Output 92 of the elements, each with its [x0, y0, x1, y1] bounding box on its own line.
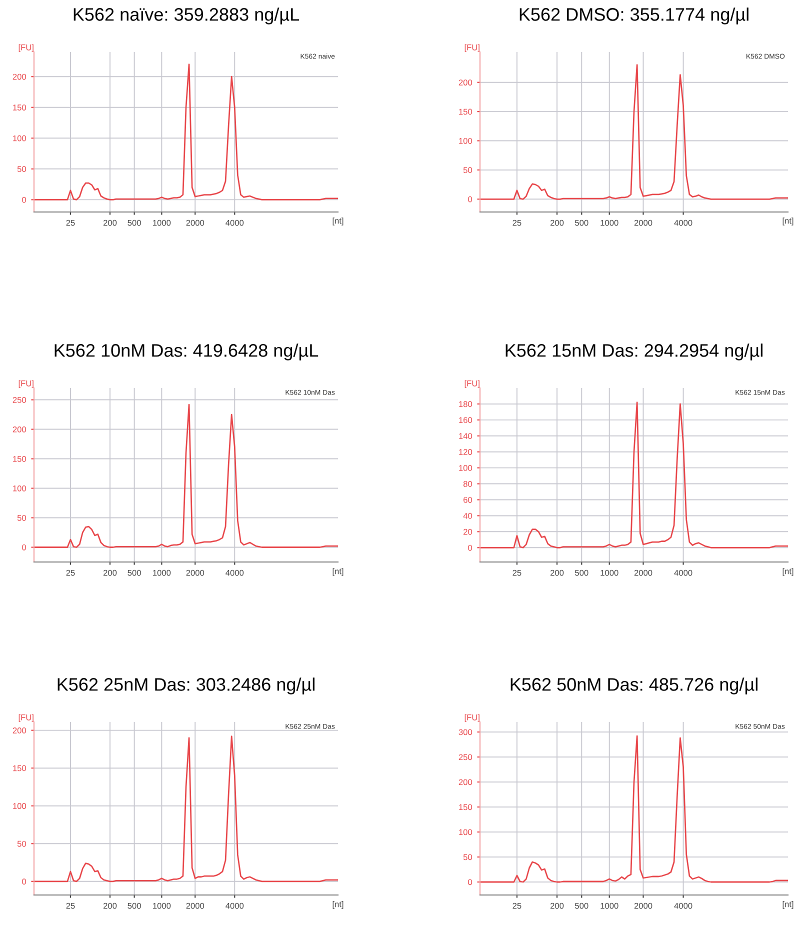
x-tick-label: 4000 [226, 220, 244, 226]
y-tick-label: 150 [13, 104, 26, 110]
x-tick-label: 25 [66, 570, 75, 576]
x-tick-label: 4000 [226, 902, 244, 909]
x-axis-title: [nt] [782, 568, 794, 576]
y-tick-label: 60 [464, 496, 472, 503]
y-tick-label: 0 [22, 878, 26, 885]
y-tick-label: 100 [13, 803, 26, 809]
chart-title: K562 DMSO: 355.1774 ng/µl [520, 8, 748, 24]
y-tick-label: 100 [459, 829, 472, 836]
x-tick-label: 2000 [186, 902, 204, 909]
y-tick-label: 150 [459, 108, 472, 115]
y-tick-label: 50 [17, 166, 26, 172]
y-tick-label: 200 [12, 728, 26, 734]
chart-title: K562 50nM Das: 485.726 ng/µl [510, 678, 758, 694]
y-tick-label: 200 [12, 426, 26, 432]
y-tick-label: 20 [464, 528, 472, 535]
x-axis-title: [nt] [782, 218, 794, 226]
x-tick-label: 200 [103, 902, 117, 909]
x-tick-label: 25 [512, 220, 522, 226]
y-tick-label: 50 [17, 840, 26, 847]
y-tick-label: 150 [13, 765, 26, 772]
x-tick-label: 500 [575, 570, 588, 576]
x-axis-title: [nt] [332, 568, 344, 576]
x-tick-label: 200 [550, 902, 564, 909]
y-tick-label: 150 [459, 804, 472, 810]
y-tick-label: 100 [13, 135, 26, 142]
y-tick-label: 300 [458, 729, 472, 736]
y-tick-label: 250 [458, 754, 472, 760]
chart-title: K562 15nM Das: 294.2954 ng/µl [506, 344, 762, 360]
x-tick-label: 1000 [600, 902, 618, 909]
x-tick-label: 200 [550, 570, 564, 576]
chart-title: K562 25nM Das: 303.2486 ng/µl [58, 678, 314, 694]
y-axis-title: [FU] [18, 714, 34, 722]
x-tick-label: 500 [128, 220, 141, 226]
x-tick-label: 2000 [186, 570, 204, 576]
y-tick-label: 40 [463, 512, 472, 519]
chart-title: K562 10nM Das: 419.6428 ng/µL [54, 344, 318, 360]
y-axis-title: [FU] [18, 380, 34, 388]
y-axis-title: [FU] [464, 714, 480, 722]
x-tick-label: 1000 [153, 902, 171, 909]
y-tick-label: 0 [468, 196, 472, 202]
x-tick-label: 25 [512, 902, 522, 909]
y-tick-label: 100 [459, 138, 472, 144]
x-tick-label: 4000 [674, 570, 692, 576]
x-tick-label: 2000 [634, 220, 652, 226]
x-tick-label: 2000 [634, 902, 652, 909]
y-axis-title: [FU] [464, 380, 480, 388]
y-tick-label: 0 [468, 879, 472, 886]
x-tick-label: 500 [575, 902, 588, 909]
x-tick-label: 1000 [153, 570, 171, 576]
y-tick-label: 0 [468, 544, 472, 551]
x-tick-label: 25 [66, 902, 75, 909]
chart-title: K562 naïve: 359.2883 ng/µL [74, 8, 300, 24]
x-tick-label: 2000 [186, 220, 204, 226]
x-tick-label: 2000 [634, 570, 652, 576]
x-tick-label: 4000 [226, 570, 244, 576]
x-tick-label: 1000 [600, 570, 618, 576]
y-tick-label: 100 [459, 465, 472, 471]
x-tick-label: 500 [128, 902, 141, 909]
y-tick-label: 80 [463, 480, 472, 487]
x-tick-label: 200 [103, 220, 117, 226]
y-tick-label: 200 [458, 80, 472, 86]
y-tick-label: 50 [17, 514, 26, 521]
y-axis-title: [FU] [464, 44, 480, 52]
y-tick-label: 180 [459, 401, 472, 408]
x-axis-title: [nt] [332, 218, 344, 226]
x-tick-label: 4000 [674, 902, 692, 909]
x-tick-label: 25 [512, 570, 522, 576]
x-tick-label: 200 [103, 570, 117, 576]
y-tick-label: 200 [12, 74, 26, 80]
x-tick-label: 500 [575, 220, 588, 226]
y-tick-label: 250 [12, 396, 26, 403]
y-tick-label: 120 [459, 449, 472, 455]
x-tick-label: 1000 [153, 220, 171, 226]
x-tick-label: 200 [550, 220, 564, 226]
y-tick-label: 50 [463, 854, 472, 860]
x-tick-label: 4000 [674, 220, 692, 226]
y-axis-title: [FU] [18, 44, 34, 52]
x-axis-title: [nt] [782, 901, 794, 909]
y-tick-label: 100 [13, 485, 26, 492]
y-tick-label: 160 [459, 417, 472, 424]
y-tick-label: 200 [458, 779, 472, 786]
x-tick-label: 25 [66, 220, 75, 226]
x-tick-label: 1000 [600, 220, 618, 226]
y-tick-label: 150 [13, 456, 26, 462]
y-tick-label: 0 [22, 544, 26, 550]
y-tick-label: 50 [463, 167, 472, 174]
y-tick-label: 140 [459, 433, 472, 439]
y-tick-label: 0 [22, 196, 26, 203]
x-axis-title: [nt] [332, 901, 344, 909]
x-tick-label: 500 [128, 570, 141, 576]
